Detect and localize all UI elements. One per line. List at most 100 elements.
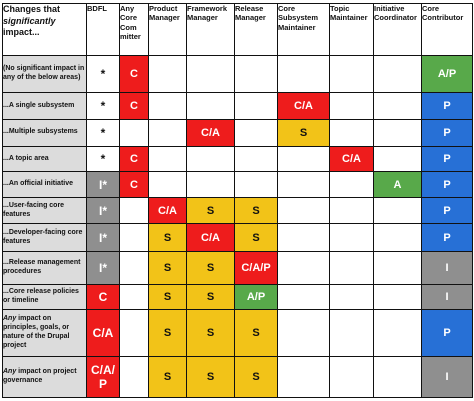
cell-core-contributor: P [421,223,473,252]
cell-product-manager: S [148,283,187,311]
cell-core-subsystem-maintainer [277,197,330,225]
cell-core-contributor: P [421,145,473,172]
cell-product-manager: S [148,250,187,285]
matrix-row: ...A topic area * C C/A P [2,145,473,172]
matrix-row: ...User-facing core features I* C/A S S P [2,197,473,225]
cell-initiative-coordinator [373,250,422,285]
cell-framework-manager: C/A [186,118,235,147]
cell-topic-maintainer [329,283,374,311]
cell-bdfl: I* [86,250,120,285]
row-header: ...Multiple subsystems [2,118,87,147]
cell-core-contributor: P [421,197,473,225]
cell-any-core-committer [119,309,149,357]
cell-core-subsystem-maintainer [277,145,330,172]
cell-initiative-coordinator [373,355,422,399]
cell-any-core-committer: C [119,54,149,94]
cell-initiative-coordinator [373,283,422,311]
cell-any-core-committer [119,223,149,252]
cell-any-core-committer [119,197,149,225]
cell-initiative-coordinator [373,92,422,120]
cell-framework-manager [186,170,235,199]
header-row: Changes that significantly impact... BDF… [2,3,473,56]
cell-initiative-coordinator [373,197,422,225]
row-header: ...Core release policies or timeline [2,283,87,311]
row-header-emphasis: Any [3,368,17,376]
cell-topic-maintainer [329,170,374,199]
cell-core-subsystem-maintainer: S [277,118,330,147]
col-header-framework-manager: Framework Manager [186,3,235,56]
cell-topic-maintainer [329,118,374,147]
cell-product-manager [148,54,187,94]
matrix-body: (No significant impact in any of the bel… [2,54,473,399]
cell-release-manager: C/A/P [234,250,278,285]
cell-release-manager: A/P [234,283,278,311]
cell-topic-maintainer [329,54,374,94]
corner-header-emphasis: significantly [3,15,56,26]
row-header-label: ...Multiple subsystems [3,128,78,136]
cell-release-manager [234,54,278,94]
matrix-row: ...Core release policies or timeline C S S A… [2,283,473,311]
matrix-row: ...Release management procedures I* S S C/A/… [2,250,473,285]
row-header-label: impact on project governance [3,368,77,384]
cell-framework-manager [186,54,235,94]
col-header-product-manager: Product Manager [148,3,187,56]
cell-product-manager: C/A [148,197,187,225]
row-header: ...An official initiative [2,170,87,199]
matrix-row: ...A single subsystem * C C/A P [2,92,473,120]
cell-bdfl: * [86,118,120,147]
cell-release-manager [234,92,278,120]
cell-core-contributor: P [421,170,473,199]
cell-release-manager: S [234,223,278,252]
cell-bdfl: * [86,92,120,120]
cell-bdfl: I* [86,197,120,225]
cell-framework-manager: S [186,355,235,399]
cell-product-manager: S [148,223,187,252]
row-header-label: ...A topic area [3,154,49,162]
cell-topic-maintainer [329,309,374,357]
matrix-row: ...An official initiative I* C A P [2,170,473,199]
row-header: ...A topic area [2,145,87,172]
row-header-label: (No significant impact in any of the bel… [3,65,85,82]
cell-topic-maintainer [329,197,374,225]
row-header-label: ...Core release policies or timeline [3,288,79,305]
cell-topic-maintainer [329,355,374,399]
cell-core-subsystem-maintainer [277,223,330,252]
row-header-label: impact on principles, goals, or nature o… [3,315,70,349]
corner-header-text-1: Changes that [3,4,61,15]
cell-core-contributor: I [421,355,473,399]
col-header-bdfl: BDFL [86,3,120,56]
row-header: ...Release management procedures [2,250,87,285]
cell-framework-manager: S [186,309,235,357]
cell-bdfl: C/A/ P [86,355,120,399]
cell-core-subsystem-maintainer [277,170,330,199]
col-header-release-manager: Release Manager [234,3,278,56]
cell-topic-maintainer [329,223,374,252]
cell-core-contributor: P [421,118,473,147]
cell-any-core-committer [119,355,149,399]
cell-core-contributor: A/P [421,54,473,94]
cell-framework-manager: C/A [186,223,235,252]
col-header-any-core-committer: Any Core Com mitter [119,3,149,56]
cell-release-manager [234,118,278,147]
matrix-row: ...Developer-facing core features I* S C/A S… [2,223,473,252]
cell-core-subsystem-maintainer [277,309,330,357]
cell-release-manager [234,145,278,172]
cell-product-manager: S [148,309,187,357]
cell-bdfl: C [86,283,120,311]
row-header-label: ...A single subsystem [3,101,75,109]
row-header: Any impact on principles, goals, or natu… [2,309,87,357]
col-header-core-contributor: Core Contributor [421,3,473,56]
cell-core-contributor: I [421,250,473,285]
cell-release-manager [234,170,278,199]
cell-product-manager [148,92,187,120]
cell-any-core-committer: C [119,170,149,199]
col-header-topic-maintainer: Topic Maintainer [329,3,374,56]
corner-header-text-2: impact... [3,27,40,38]
cell-core-contributor: P [421,309,473,357]
cell-initiative-coordinator [373,145,422,172]
cell-framework-manager [186,145,235,172]
matrix-row: ...Multiple subsystems * C/A S P [2,118,473,147]
cell-core-contributor: P [421,92,473,120]
cell-product-manager [148,118,187,147]
